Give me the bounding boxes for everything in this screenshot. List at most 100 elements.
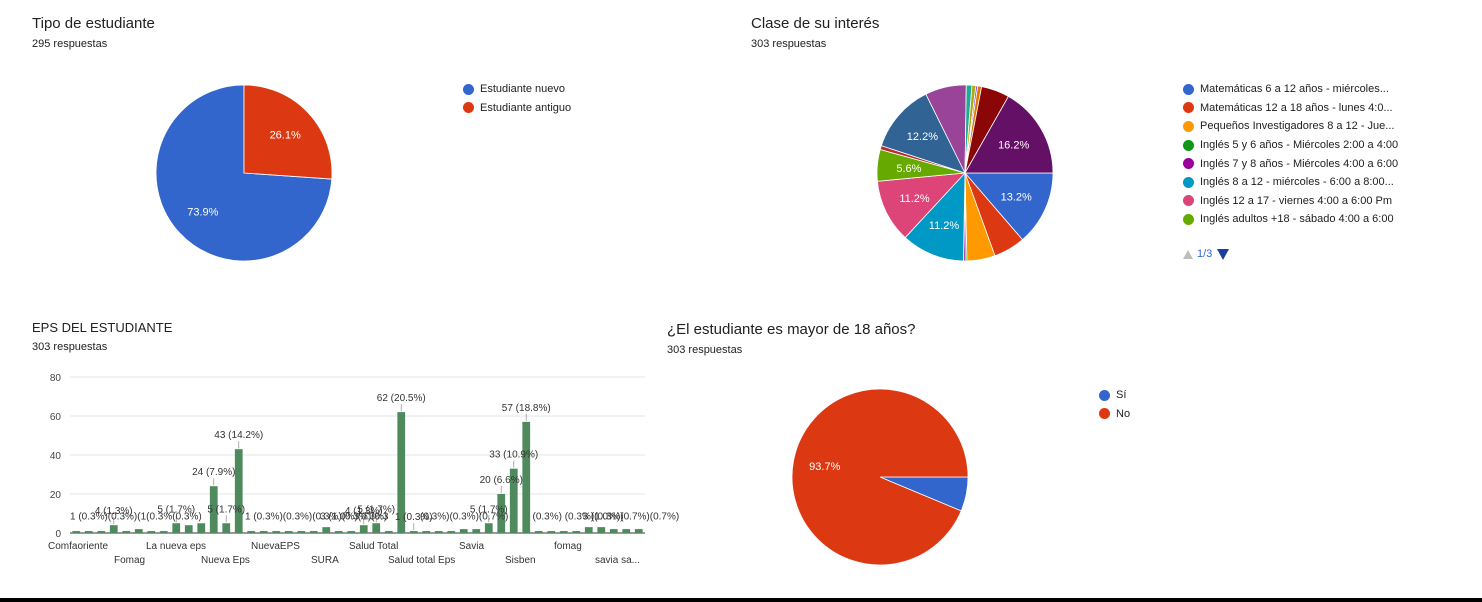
legend-item[interactable]: Estudiante antiguo bbox=[463, 99, 571, 118]
pie-slice[interactable] bbox=[964, 84, 973, 174]
pager-text: 1/3 bbox=[1197, 248, 1213, 260]
bar-data-label: 5 (1.7%) bbox=[470, 504, 508, 515]
bar[interactable] bbox=[72, 531, 81, 533]
bar[interactable] bbox=[134, 529, 143, 533]
x-tick-label: Salud total Eps bbox=[388, 555, 455, 566]
bar[interactable] bbox=[197, 523, 206, 533]
bar[interactable] bbox=[222, 523, 231, 533]
bar[interactable] bbox=[334, 531, 343, 533]
bar[interactable] bbox=[309, 531, 318, 533]
pie-slice[interactable] bbox=[879, 145, 966, 174]
bar[interactable] bbox=[322, 527, 331, 533]
bar[interactable] bbox=[484, 523, 493, 533]
legend-item[interactable]: Inglés 8 a 12 - miércoles - 6:00 a 8:00.… bbox=[1183, 173, 1398, 192]
bar[interactable] bbox=[184, 525, 193, 533]
bar[interactable] bbox=[109, 525, 118, 533]
pie-slice[interactable] bbox=[791, 388, 969, 566]
bar[interactable] bbox=[359, 525, 368, 533]
pie-slice[interactable] bbox=[964, 172, 968, 262]
pie-slice[interactable] bbox=[964, 86, 1009, 174]
bar[interactable] bbox=[509, 468, 518, 533]
pie-slice[interactable] bbox=[876, 172, 967, 239]
bar[interactable] bbox=[397, 412, 406, 533]
pie-slice[interactable] bbox=[904, 171, 966, 262]
pie-slice[interactable] bbox=[880, 93, 966, 174]
pie-slice[interactable] bbox=[964, 85, 979, 174]
pie-slice[interactable] bbox=[964, 172, 996, 262]
legend-label: Inglés 5 y 6 años - Miércoles 2:00 a 4:0… bbox=[1200, 139, 1399, 152]
pie-slice[interactable] bbox=[964, 95, 1054, 174]
triangle-up-icon[interactable] bbox=[1183, 249, 1193, 259]
chart-panel-mayor: ¿El estudiante es mayor de 18 años? 303 … bbox=[667, 321, 915, 356]
bar[interactable] bbox=[272, 531, 281, 533]
bar[interactable] bbox=[147, 531, 156, 533]
legend-item[interactable]: Estudiante nuevo bbox=[463, 80, 571, 99]
legend-item[interactable]: Inglés 12 a 17 - viernes 4:00 a 6:00 Pm bbox=[1183, 192, 1398, 211]
pie-slice[interactable] bbox=[964, 172, 1024, 257]
bar[interactable] bbox=[572, 531, 581, 533]
bar[interactable] bbox=[597, 527, 606, 533]
bar[interactable] bbox=[434, 531, 443, 533]
pie-slice[interactable] bbox=[879, 476, 969, 512]
triangle-down-icon[interactable] bbox=[1217, 248, 1230, 260]
bar[interactable] bbox=[384, 531, 393, 533]
legend-item[interactable]: Inglés 5 y 6 años - Miércoles 2:00 a 4:0… bbox=[1183, 136, 1398, 155]
bar[interactable] bbox=[422, 531, 431, 533]
legend-swatch bbox=[1099, 389, 1110, 401]
bar[interactable] bbox=[172, 523, 181, 533]
bar[interactable] bbox=[122, 531, 131, 533]
pie-slice[interactable] bbox=[964, 84, 977, 174]
legend-item[interactable]: Matemáticas 6 a 12 años - miércoles... bbox=[1183, 80, 1398, 99]
bar[interactable] bbox=[234, 449, 243, 533]
pie-slice[interactable] bbox=[963, 172, 966, 262]
legend-tipo: Estudiante nuevo Estudiante antiguo bbox=[463, 80, 571, 117]
bar[interactable] bbox=[459, 529, 468, 533]
slice-label: 12.2% bbox=[907, 131, 938, 143]
bar[interactable] bbox=[584, 527, 593, 533]
pie-slice[interactable] bbox=[964, 172, 1054, 241]
bar-data-label: 24 (7.9%) bbox=[192, 467, 235, 478]
bar[interactable] bbox=[159, 531, 168, 533]
legend-swatch bbox=[1183, 158, 1194, 170]
legend-swatch bbox=[463, 83, 474, 95]
bar[interactable] bbox=[547, 531, 556, 533]
pie-slice[interactable] bbox=[876, 149, 966, 182]
legend-label: Inglés 8 a 12 - miércoles - 6:00 a 8:00.… bbox=[1200, 176, 1394, 189]
bar[interactable] bbox=[297, 531, 306, 533]
bar[interactable] bbox=[372, 523, 381, 533]
bar[interactable] bbox=[209, 486, 218, 533]
bar[interactable] bbox=[622, 529, 631, 533]
legend-swatch bbox=[463, 102, 474, 114]
bar[interactable] bbox=[347, 531, 356, 533]
chart-title: ¿El estudiante es mayor de 18 años? bbox=[667, 321, 916, 338]
bar[interactable] bbox=[634, 529, 643, 533]
x-tick-label: NuevaEPS bbox=[251, 541, 300, 552]
pie-slice[interactable] bbox=[964, 85, 983, 174]
legend-mayor: Sí No bbox=[1099, 386, 1130, 423]
legend-item[interactable]: Sí bbox=[1099, 386, 1130, 405]
bar[interactable] bbox=[472, 529, 481, 533]
x-tick-label: Sisben bbox=[505, 555, 536, 566]
bar[interactable] bbox=[284, 531, 293, 533]
legend-item[interactable]: No bbox=[1099, 405, 1130, 424]
bar[interactable] bbox=[522, 421, 531, 533]
bar[interactable] bbox=[447, 531, 456, 533]
pie-slice[interactable] bbox=[155, 84, 333, 262]
pie-slice[interactable] bbox=[243, 84, 333, 180]
bar[interactable] bbox=[559, 531, 568, 533]
bar-data-label: 1 (0.3%)(0.3%)(1(0.3%(0.3%) bbox=[70, 511, 202, 522]
legend-item[interactable]: Matemáticas 12 a 18 años - lunes 4:0... bbox=[1183, 99, 1398, 118]
bar[interactable] bbox=[497, 494, 506, 533]
pie-slice[interactable] bbox=[925, 84, 967, 174]
bar[interactable] bbox=[97, 531, 106, 533]
bar[interactable] bbox=[84, 531, 93, 533]
bar[interactable] bbox=[609, 529, 618, 533]
bar[interactable] bbox=[259, 531, 268, 533]
y-tick-label: 20 bbox=[50, 490, 62, 501]
bar[interactable] bbox=[409, 531, 418, 533]
bar[interactable] bbox=[534, 531, 543, 533]
bar[interactable] bbox=[247, 531, 256, 533]
legend-item[interactable]: Pequeños Investigadores 8 a 12 - Jue... bbox=[1183, 117, 1398, 136]
legend-item[interactable]: Inglés adultos +18 - sábado 4:00 a 6:00 bbox=[1183, 210, 1398, 229]
legend-item[interactable]: Inglés 7 y 8 años - Miércoles 4:00 a 6:0… bbox=[1183, 154, 1398, 173]
